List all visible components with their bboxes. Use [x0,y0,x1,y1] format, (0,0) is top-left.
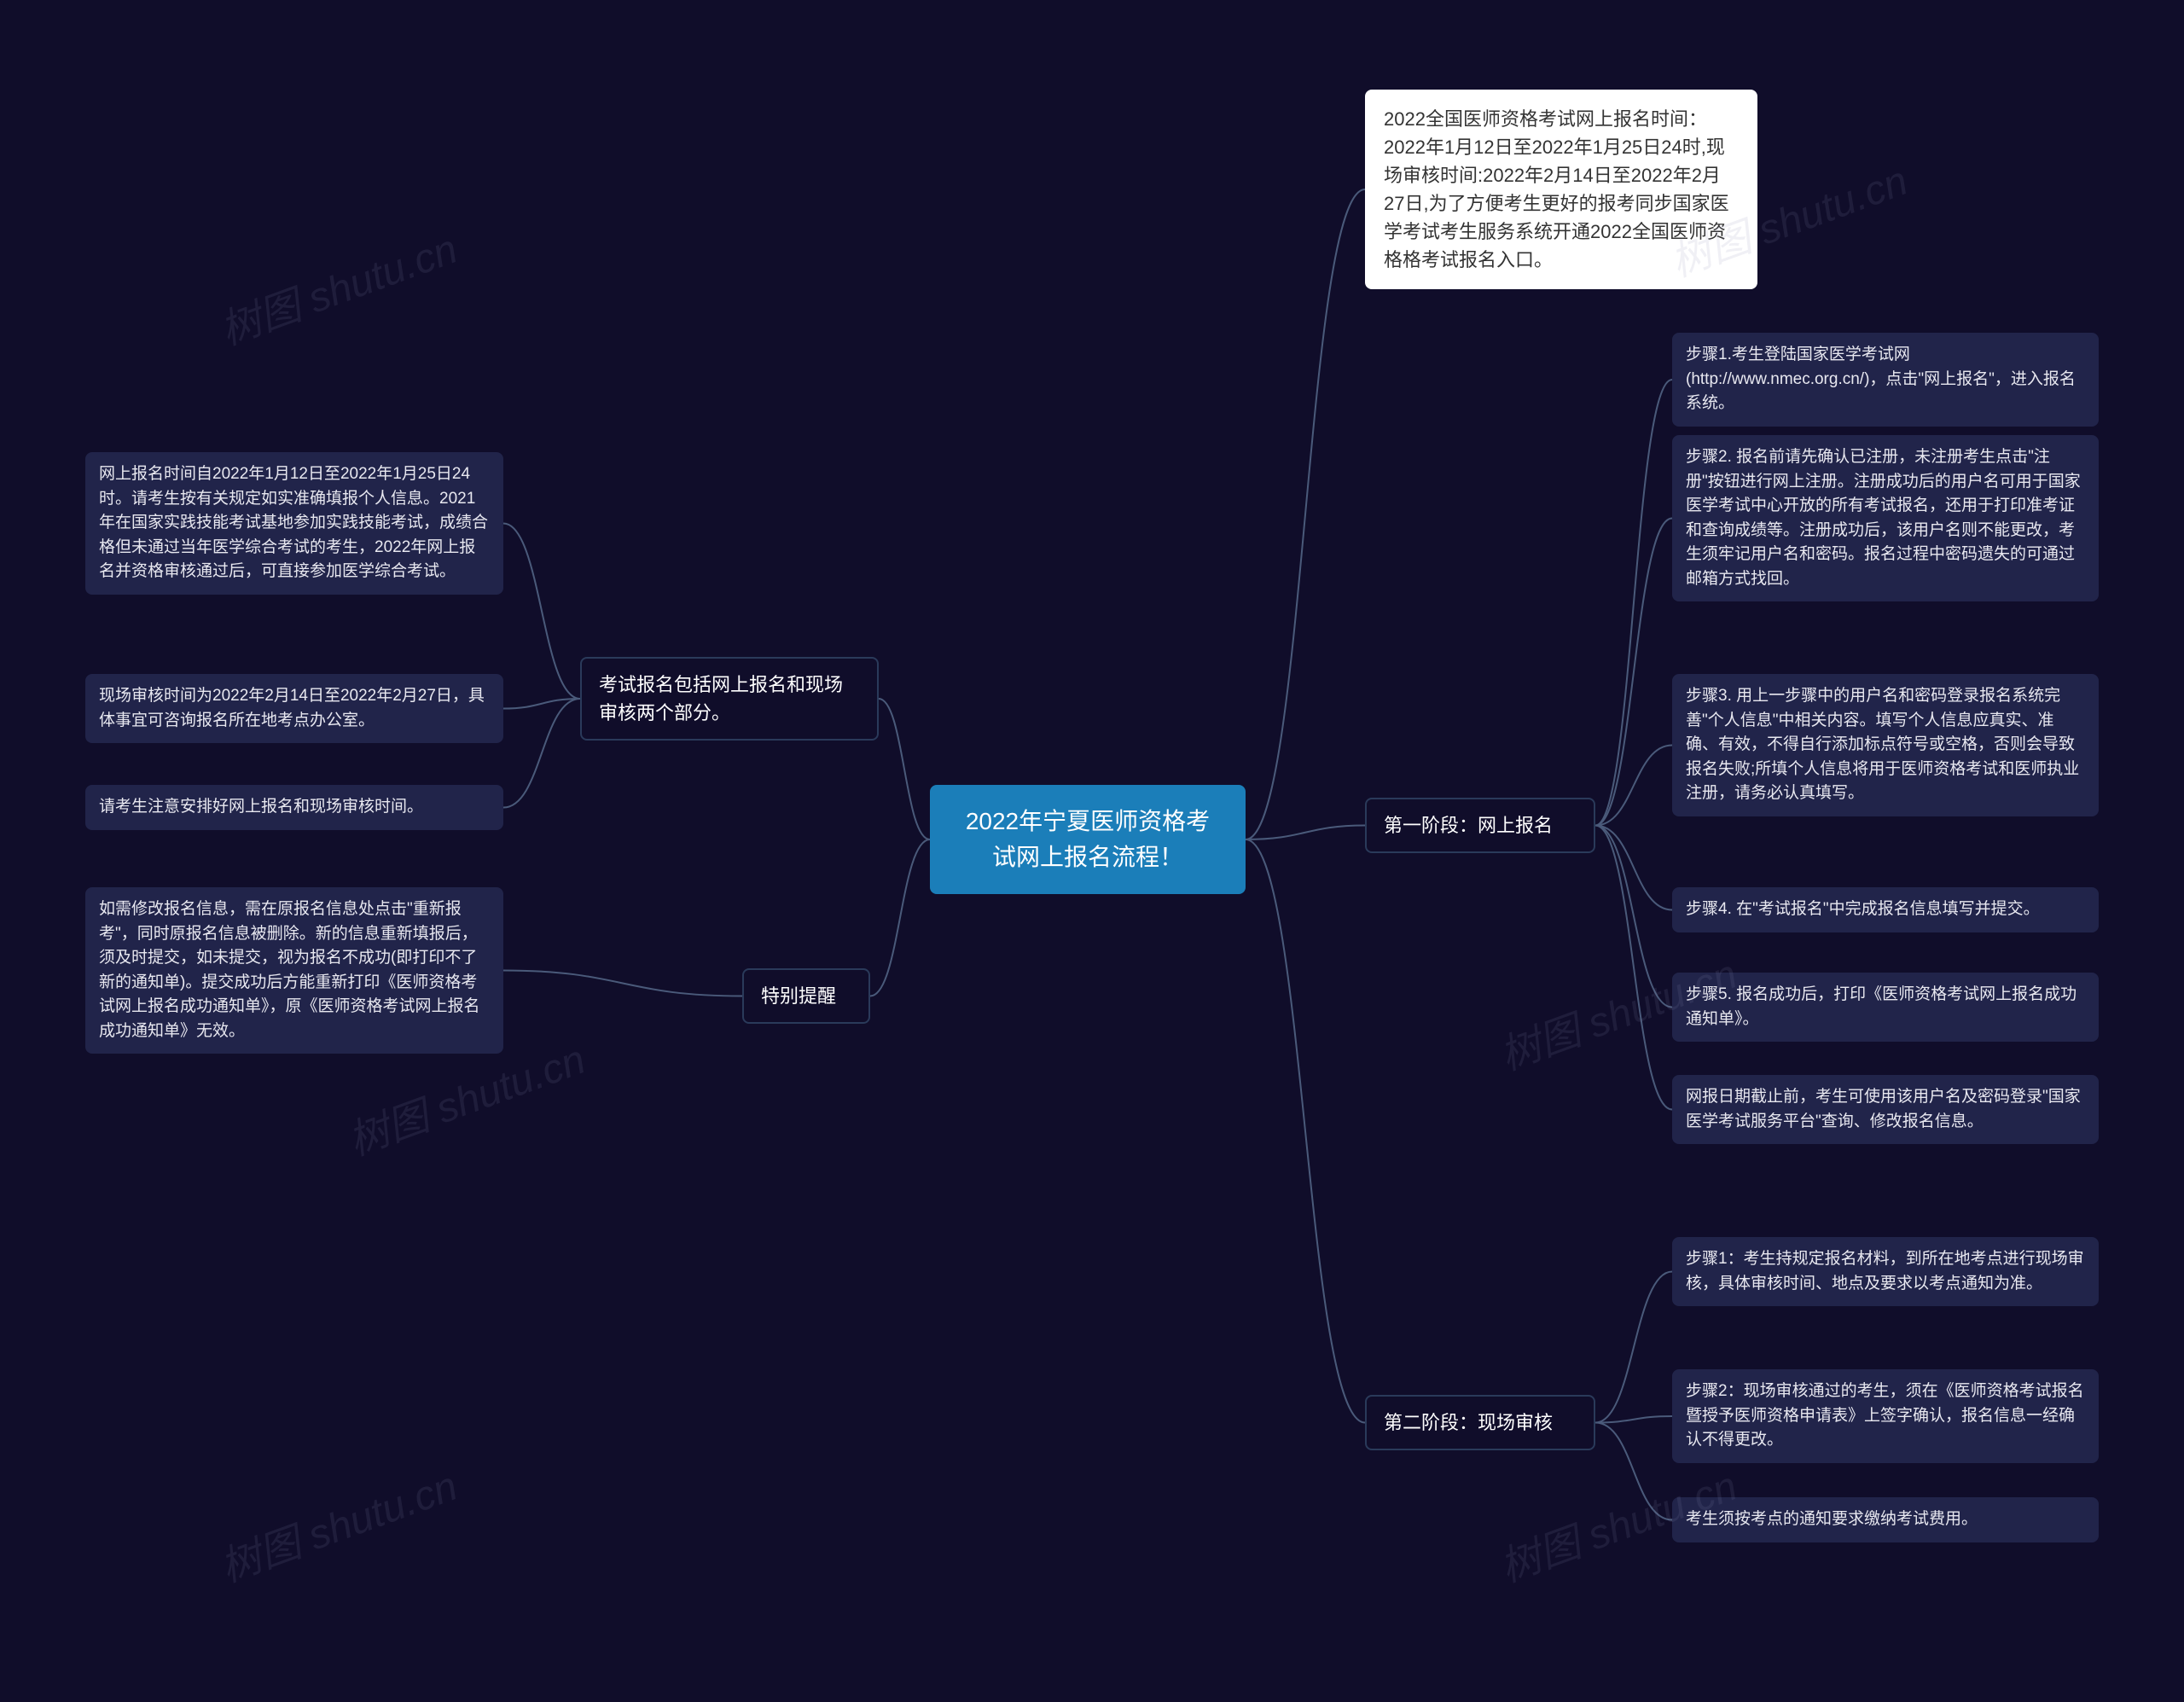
watermark-5: 树图 shutu.cn [211,1452,464,1593]
left-branch-1: 特别提醒 [742,968,870,1024]
right-leaf-1-4: 步骤5. 报名成功后，打印《医师资格考试网上报名成功通知单》。 [1672,973,2099,1042]
right-branch-1: 第一阶段：网上报名 [1365,798,1595,853]
left-leaf-0-2: 请考生注意安排好网上报名和现场审核时间。 [85,785,503,830]
right-leaf-1-1: 步骤2. 报名前请先确认已注册，未注册考生点击"注册"按钮进行网上注册。注册成功… [1672,435,2099,601]
right-leaf-2-1: 步骤2：现场审核通过的考生，须在《医师资格考试报名暨授予医师资格申请表》上签字确… [1672,1369,2099,1463]
right-leaf-1-0: 步骤1.考生登陆国家医学考试网(http://www.nmec.org.cn/)… [1672,333,2099,427]
left-leaf-1-0: 如需修改报名信息，需在原报名信息处点击"重新报考"，同时原报名信息被删除。新的信… [85,887,503,1054]
right-leaf-1-3: 步骤4. 在"考试报名"中完成报名信息填写并提交。 [1672,887,2099,932]
right-leaf-2-0: 步骤1：考生持规定报名材料，到所在地考点进行现场审核，具体审核时间、地点及要求以… [1672,1237,2099,1306]
mindmap-container: 2022年宁夏医师资格考试网上报名流程！ 2022全国医师资格考试网上报名时间：… [0,0,2184,1702]
right-branch-0: 2022全国医师资格考试网上报名时间：2022年1月12日至2022年1月25日… [1365,90,1757,289]
left-leaf-0-1: 现场审核时间为2022年2月14日至2022年2月27日，具体事宜可咨询报名所在… [85,674,503,743]
right-leaf-2-2: 考生须按考点的通知要求缴纳考试费用。 [1672,1497,2099,1542]
right-branch-2: 第二阶段：现场审核 [1365,1395,1595,1450]
watermark-0: 树图 shutu.cn [211,215,464,356]
root-node: 2022年宁夏医师资格考试网上报名流程！ [930,785,1246,894]
right-leaf-1-2: 步骤3. 用上一步骤中的用户名和密码登录报名系统完善"个人信息"中相关内容。填写… [1672,674,2099,816]
left-branch-0: 考试报名包括网上报名和现场审核两个部分。 [580,657,879,741]
right-leaf-1-5: 网报日期截止前，考生可使用该用户名及密码登录"国家医学考试服务平台"查询、修改报… [1672,1075,2099,1144]
left-leaf-0-0: 网上报名时间自2022年1月12日至2022年1月25日24时。请考生按有关规定… [85,452,503,595]
